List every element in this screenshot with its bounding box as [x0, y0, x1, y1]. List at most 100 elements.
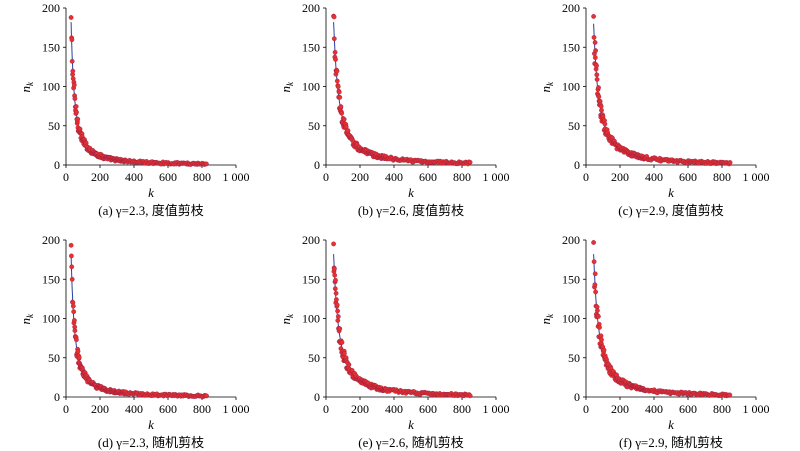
chart-panel-4: 0 50 100 150 200 0 200 400 600 800 1 000 k nk (d) γ=2…: [18, 233, 250, 450]
data-point: [69, 264, 75, 270]
x-tick-label: 600: [159, 402, 177, 416]
data-point: [73, 104, 79, 109]
x-tick-label: 0: [63, 402, 69, 416]
x-axis-label: k: [408, 185, 414, 200]
data-point: [68, 15, 74, 20]
data-point: [72, 318, 77, 323]
data-point: [601, 347, 607, 353]
data-point: [342, 351, 347, 356]
x-tick-label: 0: [583, 170, 589, 184]
data-point: [72, 96, 78, 101]
data-point: [602, 121, 608, 127]
x-tick-label: 1 000: [483, 402, 510, 416]
data-point: [591, 240, 596, 245]
data-point: [343, 124, 349, 130]
data-point: [467, 159, 473, 165]
chart-panel-3: 0 50 100 150 200 0 200 400 600 800 1 000 k nk (c) γ=2…: [538, 1, 770, 218]
chart-panel-2: 0 50 100 150 200 0 200 400 600 800 1 000 k nk (b) γ=2…: [278, 1, 510, 218]
x-tick-label: 0: [323, 402, 329, 416]
data-point: [74, 109, 79, 115]
data-point: [332, 272, 338, 278]
y-tick-label: 150: [302, 40, 320, 54]
data-point: [593, 48, 598, 53]
data-point: [334, 78, 340, 84]
data-point: [71, 82, 77, 88]
x-tick-label: 0: [63, 170, 69, 184]
data-point: [346, 362, 352, 367]
data-point: [76, 354, 82, 360]
y-tick-label: 200: [562, 233, 580, 247]
data-points: [591, 14, 733, 167]
data-point: [596, 314, 601, 319]
data-point: [69, 58, 75, 64]
y-tick-label: 50: [48, 351, 60, 365]
data-point: [331, 14, 337, 20]
y-axis-label: nk: [278, 81, 295, 93]
y-tick-label: 200: [42, 233, 60, 247]
y-tick-label: 150: [42, 40, 60, 54]
x-tick-label: 0: [323, 170, 329, 184]
y-tick-label: 200: [42, 1, 60, 15]
data-point: [204, 161, 209, 167]
data-point: [594, 72, 600, 78]
y-axis-label: nk: [538, 313, 555, 325]
data-point: [69, 276, 75, 282]
data-point: [335, 308, 340, 314]
y-axis-label: nk: [278, 313, 295, 325]
data-point: [332, 266, 337, 272]
x-axis-label: k: [148, 185, 154, 200]
data-point: [591, 35, 597, 40]
data-points: [68, 242, 209, 400]
data-points: [591, 240, 733, 399]
panel-caption: (e) γ=2.6, 随机剪枝: [358, 435, 464, 450]
x-tick-label: 400: [125, 402, 143, 416]
x-tick-label: 400: [645, 402, 663, 416]
fit-line: [70, 22, 208, 165]
x-tick-label: 800: [713, 170, 731, 184]
y-axis-label: nk: [18, 81, 35, 93]
y-tick-label: 100: [42, 80, 60, 94]
y-tick-label: 50: [568, 119, 580, 133]
y-tick-label: 100: [562, 80, 580, 94]
data-point: [68, 242, 74, 248]
data-point: [338, 104, 344, 109]
data-point: [331, 36, 337, 42]
data-point: [591, 259, 597, 265]
panel-caption: (b) γ=2.6, 度值剪枝: [358, 203, 464, 218]
x-tick-label: 1 000: [223, 170, 250, 184]
y-tick-label: 50: [568, 351, 580, 365]
y-axis-label: nk: [538, 81, 555, 93]
data-point: [595, 308, 600, 313]
y-tick-label: 50: [48, 119, 60, 133]
y-tick-label: 200: [302, 1, 320, 15]
data-point: [593, 289, 598, 295]
data-point: [204, 393, 209, 399]
data-point: [599, 337, 604, 343]
data-point: [339, 110, 345, 116]
data-point: [592, 271, 598, 277]
x-tick-label: 1 000: [743, 170, 770, 184]
y-tick-label: 100: [302, 80, 320, 94]
data-point: [334, 68, 340, 74]
data-point: [592, 55, 598, 60]
y-tick-label: 50: [308, 351, 320, 365]
y-tick-label: 0: [314, 158, 320, 172]
data-point: [592, 282, 598, 288]
panel-caption: (d) γ=2.3, 随机剪枝: [98, 435, 204, 450]
chart-panel-1: 0 50 100 150 200 0 200 400 600 800 1 000 k nk (a) γ=2…: [18, 1, 250, 218]
data-point: [599, 107, 604, 113]
y-tick-label: 50: [308, 119, 320, 133]
y-tick-label: 150: [562, 272, 580, 286]
data-point: [71, 309, 77, 315]
y-axis-label: nk: [18, 313, 35, 325]
data-point: [335, 314, 341, 319]
data-point: [334, 302, 340, 308]
data-point: [72, 328, 78, 333]
x-tick-label: 0: [583, 402, 589, 416]
data-points: [68, 15, 209, 167]
data-point: [596, 85, 601, 90]
x-tick-label: 800: [193, 170, 211, 184]
x-tick-label: 200: [91, 170, 109, 184]
data-point: [337, 326, 343, 332]
